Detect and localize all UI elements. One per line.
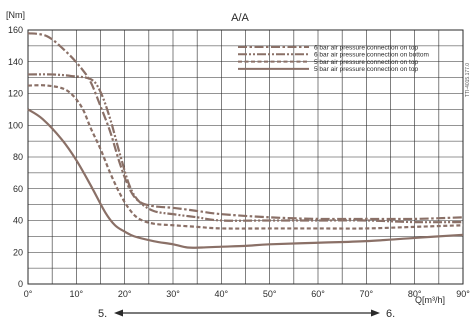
x-tick-label: 90° [456,289,470,299]
x-tick-label: 40° [215,289,229,299]
y-tick-label: 60 [13,184,23,194]
plot-border [27,29,464,285]
y-tick-label: 140 [8,57,23,67]
y-tick-label: 100 [8,120,23,130]
series-line-2 [27,73,464,224]
x-tick-label: 70° [360,289,374,299]
x-tick-label: 80° [408,289,422,299]
chart-title: A/A [231,12,249,24]
x-tick-label: 20° [118,289,132,299]
x-tick-label: 50° [263,289,277,299]
side-code-text: TTI-4015.177.0 [465,63,471,97]
y-tick-labels: 0 20 40 60 80 100 120 140 160 [8,25,23,289]
legend-label: 6 bar air pressure connection on top [314,44,418,51]
legend-label: 6 bar air pressure connection on bottom [314,52,429,59]
position-end-label: 6. [386,308,395,320]
x-tick-label: 0° [24,289,33,299]
y-tick-label: 80 [13,152,23,162]
series-line-3 [27,84,464,230]
x-tick-label: 10° [70,289,84,299]
legend-label: 5 bar air pressure connection on top [314,66,418,73]
x-axis-label: Q[m³/h] [415,295,445,305]
y-tick-label: 0 [18,279,23,289]
position-start-label: 5. [98,308,107,320]
series-line-4 [27,108,464,249]
x-tick-label: 60° [311,289,325,299]
y-tick-label: 20 [13,247,23,257]
position-indicator: 5. 6. [98,308,395,320]
plot-frame [27,29,464,285]
legend-label: 5 bar air pressure connection on top [314,59,418,66]
series-lines [27,32,464,249]
series-line-1 [27,32,464,221]
x-tick-label: 30° [166,289,180,299]
y-tick-label: 160 [8,25,23,35]
arrow-left-icon [114,309,123,317]
y-tick-label: 40 [13,216,23,226]
y-tick-label: 120 [8,89,23,99]
y-axis-label: [Nm] [6,10,25,20]
arrow-right-icon [371,309,380,317]
grid [28,30,463,284]
x-tick-labels: 0° 10° 20° 30° 40° 50° 60° 70° 80° 90° [24,289,471,299]
